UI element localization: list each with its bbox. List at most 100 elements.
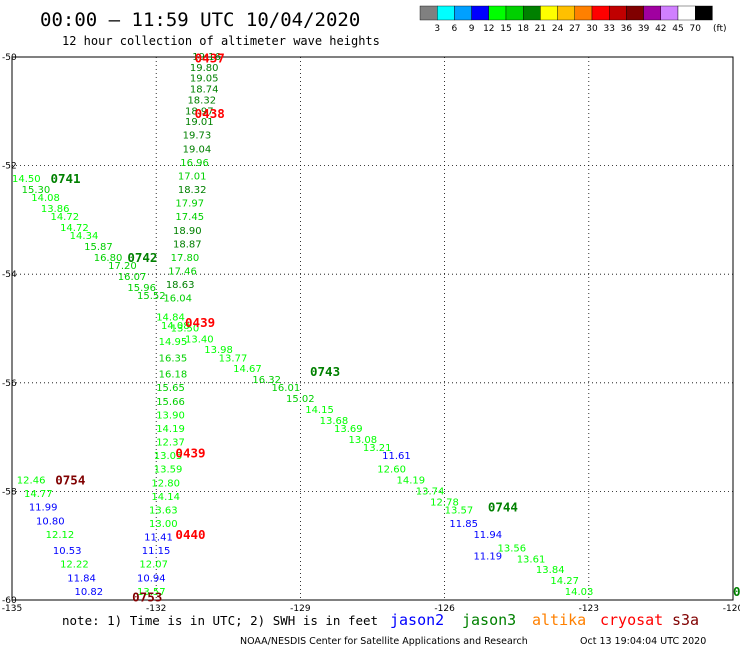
wave-height-point: 18.74	[190, 85, 219, 96]
credit-text: NOAA/NESDIS Center for Satellite Applica…	[240, 636, 528, 647]
color-scale-swatch	[540, 5, 558, 21]
color-scale-swatch	[471, 5, 490, 21]
wave-height-point: 13.00	[149, 519, 178, 530]
pass-time-label: 07	[733, 584, 740, 599]
wave-height-point: 14.14	[151, 492, 180, 503]
pass-time-label: 0440	[175, 527, 205, 542]
plot-frame	[11, 56, 734, 601]
y-tick-label: -56	[2, 379, 17, 389]
color-scale-label: 36	[621, 24, 633, 34]
wave-height-point: 14.84	[156, 313, 185, 324]
color-scale-swatch	[419, 5, 438, 21]
wave-height-point: 13.08	[348, 435, 377, 446]
wave-height-point: 14.03	[565, 587, 594, 598]
wave-height-point: 18.32	[187, 95, 216, 106]
wave-height-point: 11.19	[473, 552, 502, 563]
wave-height-point: 14.19	[156, 424, 185, 435]
wave-height-point: 11.84	[67, 573, 96, 584]
wave-height-point: 17.45	[175, 212, 204, 223]
x-tick-label: -123	[579, 604, 599, 614]
wave-height-point: 12.12	[46, 530, 75, 541]
wave-height-point: 19.80	[190, 63, 219, 74]
legend-entry: altika	[532, 611, 586, 629]
pass-time-label: 0438	[195, 106, 225, 121]
wave-height-point: 13.77	[219, 353, 248, 364]
color-scale-swatch	[626, 5, 644, 21]
wave-height-point: 13.63	[149, 505, 178, 516]
y-tick-label: -54	[2, 270, 17, 280]
wave-height-point: 10.82	[74, 587, 103, 598]
chart-subtitle: 12 hour collection of altimeter wave hei…	[62, 34, 380, 48]
legend: jason2 jason3 altika cryosat s3a	[390, 611, 699, 629]
wave-height-point: 13.40	[185, 334, 214, 345]
color-scale-label: 15	[500, 24, 511, 34]
wave-height-point: 14.15	[305, 405, 334, 416]
color-scale-unit: (ft)	[713, 24, 727, 34]
wave-height-point: 14.95	[159, 337, 188, 348]
wave-height-point: 17.80	[171, 253, 200, 264]
color-scale-swatch	[523, 5, 541, 21]
wave-height-point: 16.80	[94, 253, 123, 264]
color-scale-label: 42	[655, 24, 666, 34]
wave-height-point: 14.72	[50, 212, 79, 223]
legend-entry: s3a	[672, 611, 699, 629]
wave-height-point: 17.20	[108, 261, 137, 272]
wave-height-point: 14.34	[70, 231, 99, 242]
wave-height-point: 19.16	[192, 52, 221, 63]
wave-height-point: 13.90	[156, 410, 185, 421]
wave-height-point: 10.80	[36, 516, 65, 527]
pass-time-label: 0742	[127, 250, 157, 265]
legend-entry: jason2	[390, 611, 444, 629]
color-scale-swatch	[574, 5, 593, 21]
color-scale-label: 70	[689, 24, 701, 34]
color-scale-label: 24	[552, 24, 564, 34]
color-scale-swatch	[643, 5, 661, 21]
color-scale-label: 9	[469, 24, 475, 34]
wave-height-point: 12.07	[139, 560, 168, 571]
color-scale-swatch	[677, 5, 696, 21]
wave-height-point: 16.96	[180, 158, 209, 169]
x-tick-label: -129	[290, 604, 311, 614]
color-scale-swatch	[437, 5, 455, 21]
y-tick-label: -58	[2, 487, 17, 497]
wave-height-point: 15.87	[84, 242, 113, 253]
color-scale-label: 12	[483, 24, 494, 34]
wave-height-point: 14.08	[161, 321, 190, 332]
wave-height-point: 11.85	[449, 519, 478, 530]
color-scale-label: 27	[569, 24, 580, 34]
chart-title: 00:00 – 11:59 UTC 10/04/2020	[40, 9, 360, 31]
wave-height-point: 13.69	[334, 424, 363, 435]
wave-height-point: 14.67	[233, 364, 262, 375]
wave-height-point: 15.96	[127, 283, 156, 294]
wave-height-point: 13.50	[171, 324, 200, 335]
wave-height-point: 11.61	[382, 451, 411, 462]
wave-height-point: 14.08	[31, 193, 60, 204]
y-tick-label: -60	[2, 596, 17, 606]
color-scale-swatch	[660, 5, 679, 21]
pass-time-label: 0754	[55, 473, 85, 488]
wave-height-point: 13.98	[204, 345, 233, 356]
wave-height-point: 14.27	[550, 576, 579, 587]
timestamp-text: Oct 13 19:04:04 UTC 2020	[580, 636, 706, 647]
wave-height-point: 16.32	[252, 375, 281, 386]
wave-height-point: 18.32	[178, 185, 207, 196]
wave-height-point: 12.60	[377, 465, 406, 476]
wave-height-point: 11.41	[144, 533, 173, 544]
wave-height-point: 11.99	[29, 503, 58, 514]
wave-height-point: 12.80	[151, 478, 180, 489]
wave-height-point: 13.56	[497, 543, 526, 554]
pass-time-label: 0439	[185, 315, 215, 330]
wave-height-point: 11.15	[142, 546, 171, 557]
color-scale-swatch	[505, 5, 524, 21]
color-scale-swatch	[488, 5, 507, 21]
x-tick-label: -135	[2, 604, 22, 614]
color-scale-swatch	[591, 5, 610, 21]
x-tick-label: -132	[146, 604, 166, 614]
wave-height-point: 19.73	[183, 131, 212, 142]
pass-time-label: 0437	[195, 51, 225, 66]
wave-height-point: 17.01	[178, 171, 207, 182]
wave-height-point: 13.59	[154, 465, 183, 476]
wave-height-point: 16.18	[159, 370, 188, 381]
color-scale-label: 30	[586, 24, 598, 34]
